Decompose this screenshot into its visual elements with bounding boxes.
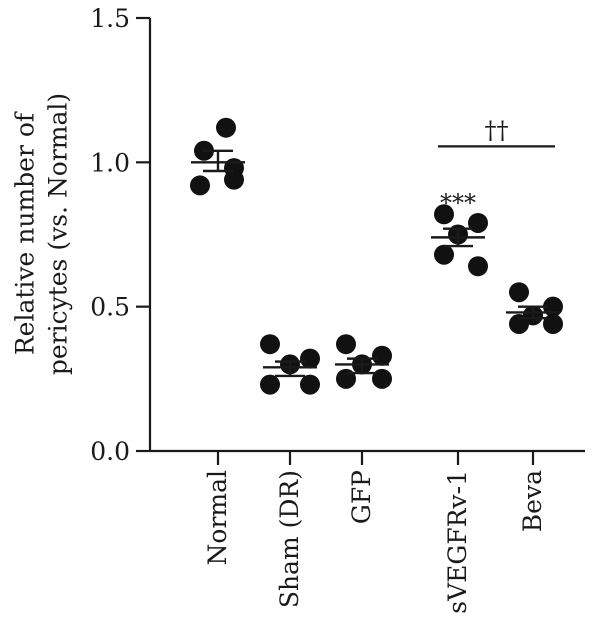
y-axis: 0.0 0.5 1.0 1.5 [90, 4, 152, 466]
y-axis-label-line: Relative number of [11, 111, 40, 355]
y-tick-label: 1.5 [90, 4, 130, 33]
annotations: *** †† [438, 116, 555, 217]
x-ticks: Normal Sham (DR) GFP sVEGFRv-1 Beva [203, 451, 547, 614]
data-point [372, 368, 392, 389]
data-point [509, 313, 529, 334]
data-point [300, 374, 320, 395]
x-tick-label-svegfrv-1: sVEGFRv-1 [443, 470, 472, 614]
data-point [509, 282, 529, 303]
y-tick-label: 0.0 [90, 437, 130, 466]
data-point [224, 169, 244, 190]
data-point [543, 313, 563, 334]
data-point [190, 175, 210, 196]
group-svegfrv-1 [431, 204, 488, 277]
comparison-label: †† [485, 116, 509, 144]
x-tick-label-normal: Normal [203, 470, 232, 565]
data-point [216, 117, 236, 138]
y-tick-label: 1.0 [90, 148, 130, 177]
group-gfp [335, 334, 392, 389]
data-point [336, 368, 356, 389]
y-tick-label: 0.5 [90, 293, 130, 322]
data-point [300, 348, 320, 369]
group-sham-dr [260, 334, 320, 395]
group-normal [190, 117, 245, 196]
data-point [434, 244, 454, 265]
significance-label: *** [440, 189, 476, 217]
x-tick-label-gfp: GFP [347, 470, 376, 524]
x-tick-label-sham-dr: Sham (DR) [275, 470, 304, 608]
data-point [260, 334, 280, 355]
data-point [468, 256, 488, 277]
y-axis-label-line: pericytes (vs. Normal) [44, 93, 73, 375]
data-point [336, 334, 356, 355]
group-beva [506, 282, 563, 334]
data-point [260, 374, 280, 395]
data-point [434, 204, 454, 225]
y-ticks: 0.0 0.5 1.0 1.5 [90, 4, 150, 466]
x-axis: Normal Sham (DR) GFP sVEGFRv-1 Beva [150, 449, 585, 614]
data-groups [190, 117, 563, 395]
x-tick-label-beva: Beva [518, 470, 547, 532]
y-axis-label: Relative number of pericytes (vs. Normal) [11, 93, 73, 375]
data-point [372, 345, 392, 366]
